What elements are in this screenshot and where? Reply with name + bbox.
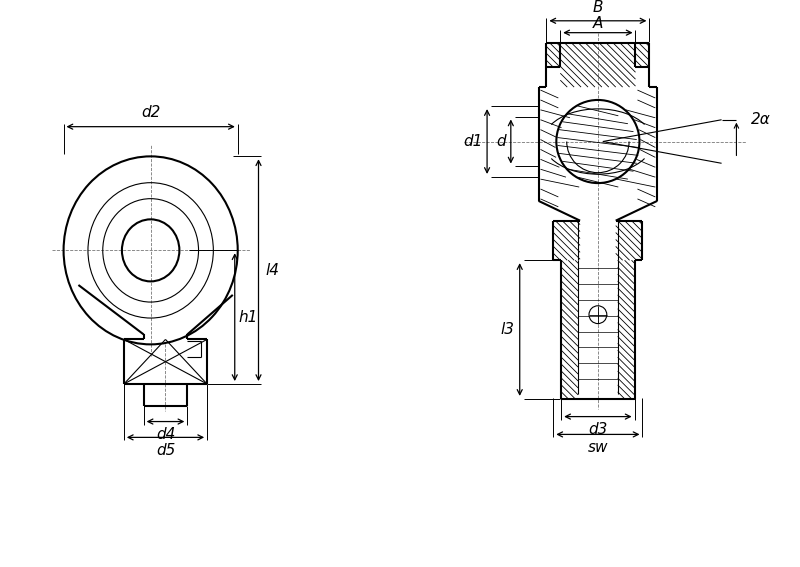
Text: d2: d2 (141, 105, 160, 120)
Text: l3: l3 (501, 322, 515, 337)
Text: 2α: 2α (751, 112, 771, 127)
Text: sw: sw (588, 440, 608, 455)
Text: A: A (593, 16, 603, 31)
Text: d: d (496, 134, 506, 149)
Text: d3: d3 (588, 422, 607, 437)
Text: h1: h1 (239, 310, 258, 325)
Text: d4: d4 (156, 427, 175, 442)
Text: B: B (593, 1, 603, 15)
Text: l4: l4 (266, 263, 279, 278)
Text: d5: d5 (156, 443, 175, 458)
Text: d1: d1 (463, 134, 483, 149)
